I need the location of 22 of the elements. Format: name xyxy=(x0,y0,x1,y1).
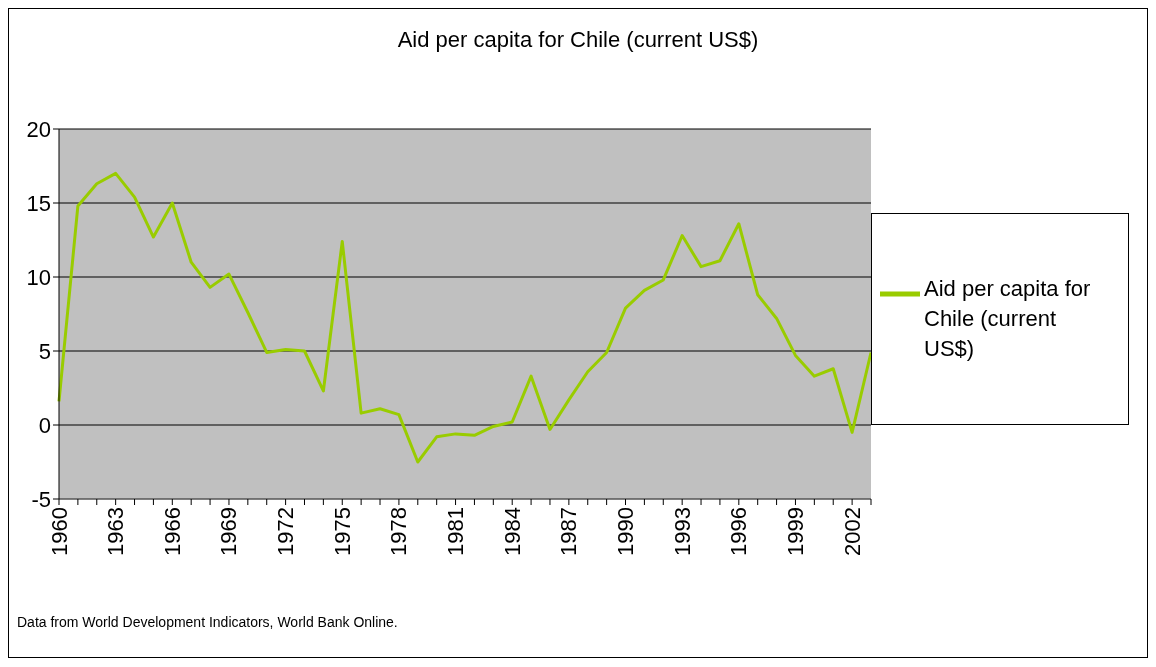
x-tick-label: 1996 xyxy=(726,507,752,556)
x-tick-label: 1999 xyxy=(782,507,808,556)
y-tick-label: 15 xyxy=(26,190,51,216)
x-tick-label: 1978 xyxy=(386,507,412,556)
x-tick-label: 1984 xyxy=(499,507,525,556)
y-tick-label: 20 xyxy=(26,116,51,142)
y-tick-label: 0 xyxy=(38,412,51,438)
x-tick-label: 1981 xyxy=(443,507,469,556)
x-tick-label: 1990 xyxy=(613,507,639,556)
text: Data from World Development Indicators, World Bank Online. xyxy=(17,614,398,630)
x-tick-label: 1966 xyxy=(159,507,185,556)
y-tick-label: 10 xyxy=(26,264,51,290)
y-tick-label: 5 xyxy=(38,338,51,364)
x-tick-label: 1993 xyxy=(669,507,695,556)
x-tick-label: 1987 xyxy=(556,507,582,556)
x-tick-label: 1963 xyxy=(103,507,129,556)
x-tick-label: 1969 xyxy=(216,507,242,556)
x-tick-label: 1975 xyxy=(329,507,355,556)
legend-label: Aid per capita for Chile (current US$) xyxy=(924,275,1092,363)
x-tick-label: 2002 xyxy=(839,507,865,556)
x-tick-label: 1972 xyxy=(273,507,299,556)
chart-title: Aid per capita for Chile (current US$) xyxy=(396,27,760,53)
